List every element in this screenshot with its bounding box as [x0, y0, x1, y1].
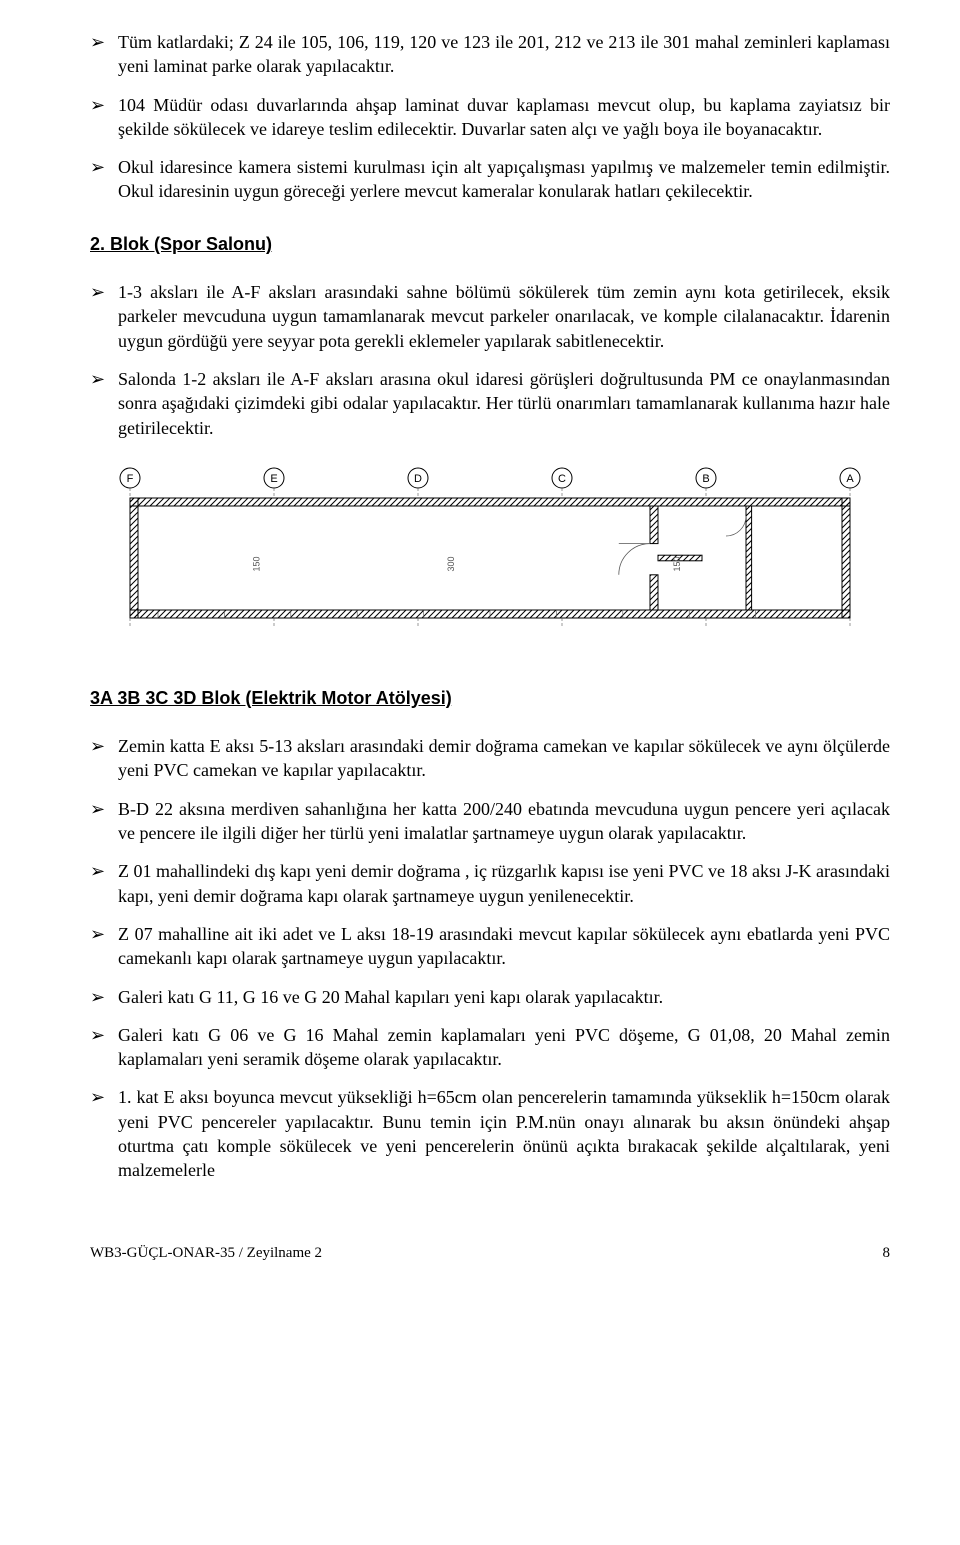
svg-text:150: 150 — [252, 556, 262, 571]
bullets-bottom: Zemin katta E aksı 5-13 aksları arasında… — [90, 734, 890, 1182]
footer-page-number: 8 — [883, 1243, 891, 1263]
section-heading-2: 3A 3B 3C 3D Blok (Elektrik Motor Atölyes… — [90, 686, 890, 710]
floor-plan-svg: F E D C B A 150 300 150 — [90, 458, 890, 658]
svg-text:D: D — [414, 473, 422, 485]
svg-text:A: A — [846, 473, 854, 485]
svg-text:B: B — [702, 473, 709, 485]
bullet-item: 1. kat E aksı boyunca mevcut yüksekliği … — [90, 1085, 890, 1182]
bullet-item: Okul idaresince kamera sistemi kurulması… — [90, 155, 890, 204]
bullets-top: Tüm katlardaki; Z 24 ile 105, 106, 119, … — [90, 30, 890, 204]
bullet-item: 104 Müdür odası duvarlarında ahşap lamin… — [90, 93, 890, 142]
bullet-item: Salonda 1-2 aksları ile A-F aksları aras… — [90, 367, 890, 440]
bullet-item: Z 01 mahallindeki dış kapı yeni demir do… — [90, 859, 890, 908]
bullet-item: Galeri katı G 11, G 16 ve G 20 Mahal kap… — [90, 985, 890, 1009]
bullet-item: Z 07 mahalline ait iki adet ve L aksı 18… — [90, 922, 890, 971]
page-footer: WB3-GÜÇL-ONAR-35 / Zeyilname 2 8 — [90, 1243, 890, 1263]
bullets-mid: 1-3 aksları ile A-F aksları arasındaki s… — [90, 280, 890, 440]
floor-plan-diagram: F E D C B A 150 300 150 — [90, 458, 890, 658]
svg-text:300: 300 — [446, 556, 456, 571]
bullet-item: Galeri katı G 06 ve G 16 Mahal zemin kap… — [90, 1023, 890, 1072]
svg-text:C: C — [558, 473, 566, 485]
bullet-item: 1-3 aksları ile A-F aksları arasındaki s… — [90, 280, 890, 353]
footer-doc-ref: WB3-GÜÇL-ONAR-35 / Zeyilname 2 — [90, 1243, 322, 1263]
bullet-item: Zemin katta E aksı 5-13 aksları arasında… — [90, 734, 890, 783]
section-heading-1: 2. Blok (Spor Salonu) — [90, 232, 890, 256]
svg-text:F: F — [127, 473, 134, 485]
svg-text:E: E — [270, 473, 277, 485]
svg-text:150: 150 — [672, 556, 682, 571]
bullet-item: B-D 22 aksına merdiven sahanlığına her k… — [90, 797, 890, 846]
bullet-item: Tüm katlardaki; Z 24 ile 105, 106, 119, … — [90, 30, 890, 79]
